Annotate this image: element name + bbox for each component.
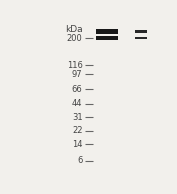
Text: 22: 22 — [72, 126, 82, 135]
Text: 6: 6 — [77, 156, 82, 165]
Text: kDa: kDa — [65, 25, 82, 34]
Bar — [135, 37, 147, 39]
Bar — [96, 29, 118, 34]
Text: 200: 200 — [67, 34, 82, 43]
Text: 66: 66 — [72, 85, 82, 94]
Text: 31: 31 — [72, 113, 82, 122]
Text: 14: 14 — [72, 140, 82, 149]
Text: 116: 116 — [67, 61, 82, 70]
Text: 44: 44 — [72, 100, 82, 108]
Bar — [135, 30, 147, 33]
Bar — [96, 36, 118, 40]
Text: 97: 97 — [72, 70, 82, 79]
